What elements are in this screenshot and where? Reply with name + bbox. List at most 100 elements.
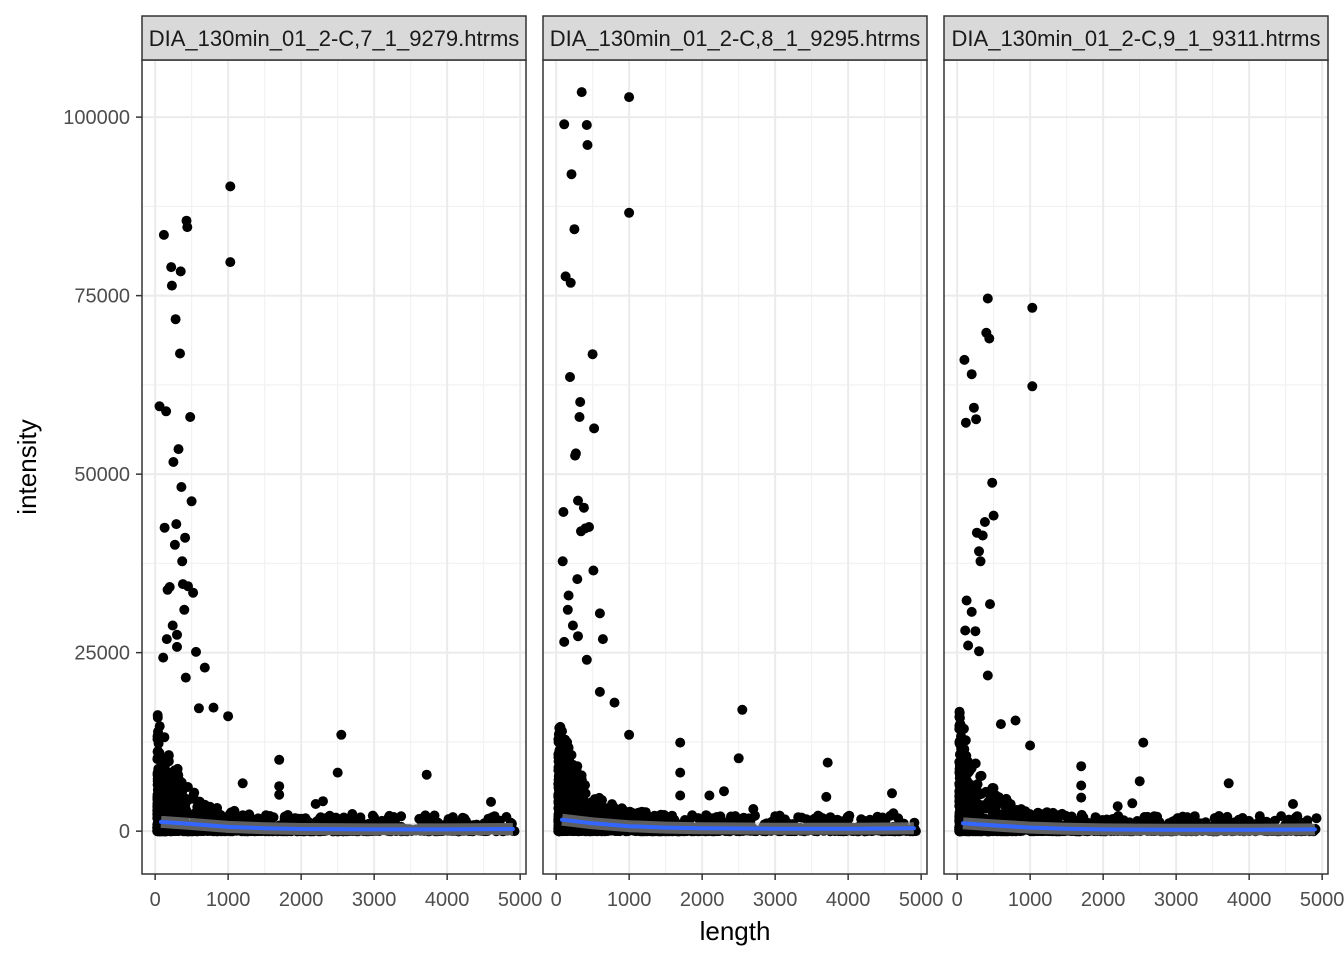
panel-background [543,60,927,874]
data-point [199,662,210,673]
panel-background [142,60,526,874]
data-point [844,810,855,821]
data-point [599,809,610,820]
data-point [176,482,187,492]
data-point [1010,715,1021,726]
data-point [1005,799,1016,810]
data-point [347,809,358,819]
data-point [182,222,193,233]
data-point [554,784,565,794]
panel-content [142,60,526,874]
data-point [624,92,635,103]
data-point [171,519,182,530]
x-tick-label: 4000 [1227,889,1272,911]
data-point [1223,778,1234,789]
data-point [977,530,988,541]
data-point [614,805,625,816]
data-point [822,757,833,768]
data-point [1026,811,1037,822]
data-point [1052,814,1063,825]
data-point [1138,737,1149,748]
data-point [589,423,600,434]
data-point [159,732,170,743]
data-point [558,507,569,517]
data-point [338,812,349,823]
data-point [675,767,686,778]
data-point [332,767,343,778]
data-point [770,811,781,822]
data-point [968,402,979,413]
data-point [625,806,635,817]
data-point [987,477,998,488]
panel-content [944,60,1328,874]
data-point [555,722,566,733]
data-point [421,769,432,780]
data-point [158,652,169,663]
x-tick-label: 4000 [826,889,871,911]
data-point [624,207,635,218]
data-point [153,812,164,823]
data-point [166,280,177,291]
data-point [573,631,583,642]
facet-strip [943,15,1329,61]
data-point [980,786,991,797]
data-point [570,448,581,459]
data-point [970,626,981,637]
data-point [152,746,163,757]
data-point [157,789,168,799]
smooth-trend-line [961,821,1317,832]
data-point [1171,814,1182,825]
data-point [966,369,977,380]
data-point [329,813,340,824]
x-tick-label: 3000 [1154,889,1199,911]
data-point [796,812,807,823]
data-point [265,811,275,821]
data-point [972,779,982,790]
data-point [575,397,586,407]
data-point [982,670,993,681]
y-tick-label: 100000 [63,107,130,129]
data-point [966,606,977,617]
data-point [974,646,984,657]
data-point [559,636,570,647]
data-point [170,314,181,325]
data-point [584,522,594,532]
data-point [1213,813,1224,824]
data-point [274,754,285,765]
data-point [225,181,236,192]
data-point [208,702,219,713]
data-point [180,532,191,543]
x-tick-label: 1000 [607,889,652,911]
data-point [553,770,564,781]
x-tick-label: 2000 [1081,889,1126,911]
data-point [995,719,1006,730]
data-point [178,801,189,812]
data-point [581,120,592,130]
data-point [245,812,256,823]
data-point [987,795,998,806]
data-point [968,787,979,798]
data-point [1076,792,1087,803]
data-point [185,412,196,422]
data-point [974,546,984,557]
data-point [1076,780,1087,791]
data-point [175,348,185,359]
data-point [556,825,567,836]
data-point [1288,799,1298,809]
facet-panel: DIA_130min_01_2-C,8_1_9295.htrms 0 1000 200… [542,15,943,911]
data-point [420,810,431,821]
data-point [963,640,974,651]
data-point [564,754,574,765]
y-axis-title: intensity [12,419,42,514]
data-point [566,803,577,814]
data-point [194,796,205,807]
data-point [191,646,201,657]
data-point [173,444,184,455]
data-point [554,797,565,808]
x-tick-label: 0 [150,889,161,911]
data-point [223,711,234,722]
data-point [574,412,585,422]
data-point [1149,811,1160,822]
data-point [369,812,380,823]
